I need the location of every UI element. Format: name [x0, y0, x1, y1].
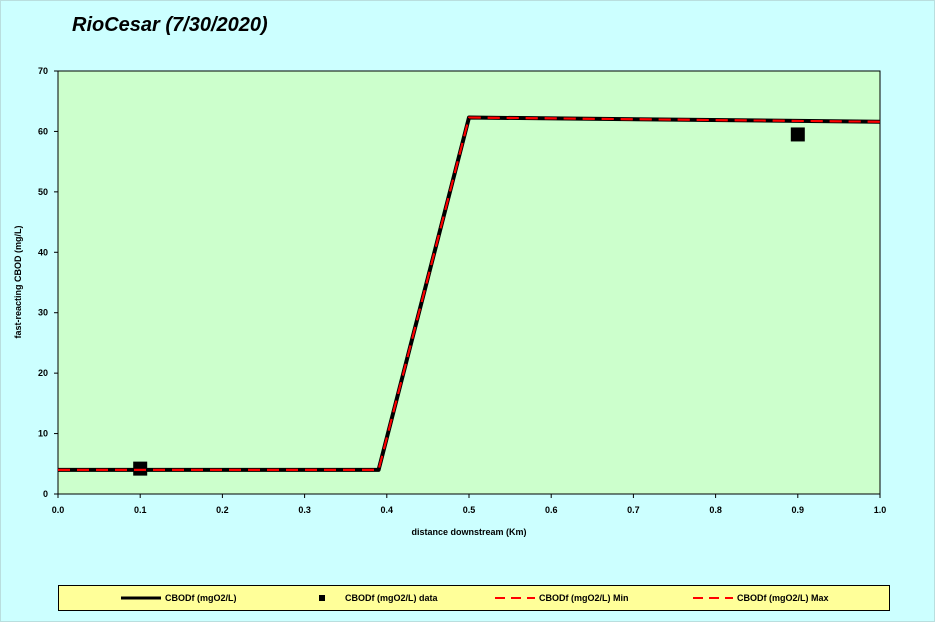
legend-item-max: CBODf (mgO2/L) Max — [693, 586, 829, 610]
x-axis: 0.0 0.1 0.2 0.3 0.4 0.5 0.6 0.7 0.8 0.9 1.0 — [52, 494, 887, 515]
x-tick-label: 0.7 — [627, 505, 640, 515]
legend-label-min: CBODf (mgO2/L) Min — [539, 593, 629, 603]
y-tick-label: 0 — [43, 489, 48, 499]
series-layer — [58, 115, 881, 476]
legend-swatch-line — [121, 596, 161, 600]
legend: CBODf (mgO2/L) CBODf (mgO2/L) data CBODf… — [58, 585, 890, 611]
data-point-marker — [790, 127, 805, 142]
data-point-marker — [133, 461, 148, 476]
x-tick-label: 0.3 — [298, 505, 311, 515]
x-tick-label: 0.2 — [216, 505, 229, 515]
y-tick-label: 50 — [38, 187, 48, 197]
legend-swatch-data — [319, 595, 325, 601]
legend-swatch-min — [495, 597, 535, 599]
y-tick-label: 40 — [38, 247, 48, 257]
legend-item-line: CBODf (mgO2/L) — [121, 586, 237, 610]
y-tick-label: 20 — [38, 368, 48, 378]
legend-label-line: CBODf (mgO2/L) — [165, 593, 237, 603]
y-axis-label: fast-reacting CBOD (mg/L) — [13, 225, 23, 338]
x-tick-label: 0.1 — [134, 505, 147, 515]
plot-area — [57, 70, 881, 495]
x-tick-label: 0.4 — [381, 505, 394, 515]
legend-item-data: CBODf (mgO2/L) data — [315, 586, 438, 610]
x-tick-label: 1.0 — [874, 505, 887, 515]
series-line-max — [58, 116, 881, 471]
x-tick-label: 0.0 — [52, 505, 65, 515]
y-axis: 0 10 20 30 40 50 60 70 — [38, 66, 58, 499]
legend-swatch-max — [693, 597, 733, 599]
x-axis-label: distance downstream (Km) — [411, 527, 526, 537]
y-tick-label: 70 — [38, 66, 48, 76]
legend-label-data: CBODf (mgO2/L) data — [345, 593, 438, 603]
y-tick-label: 10 — [38, 429, 48, 439]
x-tick-label: 0.9 — [792, 505, 805, 515]
legend-label-max: CBODf (mgO2/L) Max — [737, 593, 829, 603]
x-tick-label: 0.8 — [709, 505, 722, 515]
x-tick-label: 0.6 — [545, 505, 558, 515]
legend-item-min: CBODf (mgO2/L) Min — [495, 586, 629, 610]
chart-title: RioCesar (7/30/2020) — [72, 14, 268, 36]
y-tick-label: 60 — [38, 126, 48, 136]
y-tick-label: 30 — [38, 308, 48, 318]
x-tick-label: 0.5 — [463, 505, 476, 515]
